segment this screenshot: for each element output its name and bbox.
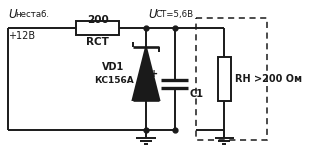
Text: $U$: $U$	[148, 8, 158, 21]
Text: КС156А: КС156А	[94, 76, 133, 85]
Text: C1: C1	[190, 89, 204, 99]
Text: +: +	[149, 69, 158, 79]
Text: $U$: $U$	[8, 8, 18, 21]
Text: RН >200 Ом: RН >200 Ом	[235, 74, 302, 84]
Text: VD1: VD1	[102, 62, 125, 71]
Text: нестаб.: нестаб.	[15, 10, 49, 19]
Text: 200: 200	[87, 15, 109, 25]
Bar	[218, 57, 231, 101]
Text: СТ=5,6В: СТ=5,6В	[155, 10, 194, 19]
Text: RСТ: RСТ	[86, 37, 109, 47]
Polygon shape	[133, 47, 159, 100]
Bar	[76, 21, 119, 35]
Bar	[196, 18, 267, 140]
Text: +12В: +12В	[8, 31, 35, 41]
